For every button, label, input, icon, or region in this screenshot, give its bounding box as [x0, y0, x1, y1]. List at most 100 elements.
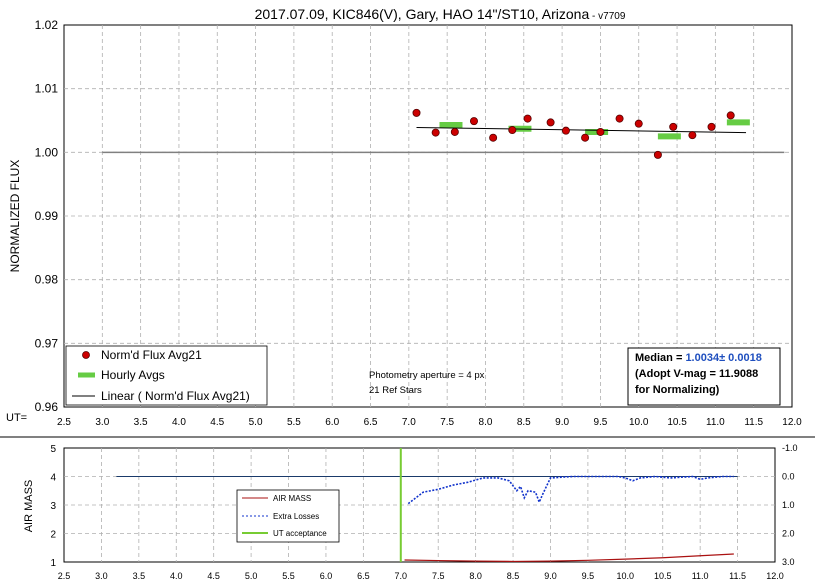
- flux-point: [469, 117, 478, 126]
- bottom-x-tick-label: 5.0: [245, 571, 258, 581]
- flux-point: [561, 126, 570, 135]
- bottom-x-tick-label: 8.5: [507, 571, 520, 581]
- top-y-tick-labels: 0.96 0.97 0.98 0.99 1.00 1.01 1.02: [35, 18, 59, 414]
- bottom-x-tick-label: 3.5: [133, 571, 146, 581]
- bottom-x-tick-label: 6.0: [320, 571, 333, 581]
- bottom-y-tick-label: 4: [50, 473, 56, 484]
- chart-title-suffix: - v7709: [589, 11, 626, 22]
- bottom-y2-tick-label: 1.0: [782, 500, 795, 510]
- legend-extra-losses-label: Extra Losses: [273, 512, 319, 521]
- bottom-x-tick-label: 3.0: [95, 571, 108, 581]
- legend-flux-label: Norm'd Flux Avg21: [101, 348, 202, 362]
- bottom-x-tick-label: 7.0: [395, 571, 408, 581]
- top-x-tick-label: 11.5: [744, 417, 763, 428]
- legend-airmass-label: AIR MASS: [273, 494, 311, 503]
- top-x-tick-label: 5.0: [249, 417, 263, 428]
- median-line-1: Median = 1.0034± 0.0018: [635, 352, 762, 364]
- bottom-x-tick-label: 10.0: [617, 571, 635, 581]
- top-x-tick-label: 6.5: [364, 417, 378, 428]
- bottom-chart: 1 2 3 4 5 3.0 2.0 1.0 0.0 -1.0 2.5 3.0 3.5 4.0 4.5 5.…: [23, 443, 798, 581]
- top-x-tick-label: 8.5: [517, 417, 531, 428]
- bottom-y2-tick-labels: 3.0 2.0 1.0 0.0 -1.0: [782, 443, 798, 567]
- top-y-tick-label: 0.96: [35, 400, 59, 414]
- top-y-axis-label: NORMALIZED FLUX: [8, 160, 22, 273]
- legend-linear-label: Linear ( Norm'd Flux Avg21): [101, 389, 250, 403]
- bottom-x-tick-label: 12.0: [766, 571, 784, 581]
- top-x-tick-label: 2.5: [57, 417, 71, 428]
- top-x-tick-label: 4.5: [210, 417, 224, 428]
- top-x-tick-label: 3.0: [95, 417, 109, 428]
- flux-point: [669, 122, 678, 131]
- flux-point: [615, 114, 624, 123]
- top-chart: 2017.07.09, KIC846(V), Gary, HAO 14"/ST1…: [6, 6, 802, 428]
- extra-losses-line: [407, 475, 734, 505]
- top-x-tick-label: 9.0: [555, 417, 569, 428]
- flux-point: [707, 122, 716, 131]
- median-line-3: for Normalizing): [635, 384, 720, 396]
- top-x-tick-labels: 2.5 3.0 3.5 4.0 4.5 5.0 5.5 6.0 6.5 7.0 7.5 8.0 8.5 9…: [57, 417, 802, 428]
- top-y-tick-label: 1.01: [35, 82, 59, 96]
- annotation-ref-stars: 21 Ref Stars: [369, 385, 422, 396]
- median-line-2: (Adopt V-mag = 11.9088: [635, 368, 758, 380]
- flux-point: [634, 119, 643, 128]
- flux-point: [489, 133, 498, 142]
- median-label: Median =: [635, 352, 685, 364]
- top-x-tick-label: 3.5: [134, 417, 148, 428]
- bottom-x-tick-label: 8.0: [469, 571, 482, 581]
- flux-point: [653, 150, 662, 159]
- top-x-tick-label: 6.0: [325, 417, 339, 428]
- legend-ut-acceptance-label: UT acceptance: [273, 529, 327, 538]
- bottom-y-axis-label: AIR MASS: [23, 480, 35, 533]
- top-y-tick-label: 1.00: [35, 145, 59, 159]
- flux-point: [596, 127, 605, 136]
- top-x-tick-label: 5.5: [287, 417, 301, 428]
- bottom-y-tick-label: 3: [50, 501, 56, 512]
- flux-point: [508, 126, 517, 135]
- top-series: [102, 108, 785, 159]
- x-axis-prefix: UT=: [6, 412, 27, 424]
- top-x-tick-label: 12.0: [782, 417, 802, 428]
- flux-point: [431, 128, 440, 137]
- flux-point: [450, 127, 459, 136]
- top-x-tick-label: 10.5: [667, 417, 687, 428]
- median-box: Median = 1.0034± 0.0018 (Adopt V-mag = 1…: [627, 347, 781, 406]
- top-y-tick-label: 1.02: [35, 18, 59, 32]
- bottom-legend: AIR MASS Extra Losses UT acceptance: [236, 489, 340, 543]
- bottom-x-tick-label: 6.5: [357, 571, 370, 581]
- flux-point: [412, 108, 421, 117]
- top-y-tick-label: 0.99: [35, 209, 59, 223]
- bottom-y2-tick-label: -1.0: [782, 443, 798, 453]
- top-legend: Norm'd Flux Avg21 Hourly Avgs Linear ( N…: [65, 345, 268, 406]
- top-x-tick-label: 7.0: [402, 417, 416, 428]
- median-box-frame: [627, 347, 781, 406]
- flux-point: [581, 133, 590, 142]
- chart-title: 2017.07.09, KIC846(V), Gary, HAO 14"/ST1…: [255, 6, 626, 22]
- bottom-y-tick-label: 1: [50, 558, 56, 569]
- bottom-y2-tick-label: 2.0: [782, 529, 795, 539]
- legend-flux-marker: [82, 351, 90, 359]
- bottom-x-tick-label: 10.5: [654, 571, 672, 581]
- annotation-aperture: Photometry aperture = 4 px: [369, 370, 485, 381]
- bottom-x-tick-label: 7.5: [432, 571, 445, 581]
- flux-point: [688, 131, 697, 140]
- bottom-x-tick-label: 9.0: [544, 571, 557, 581]
- bottom-series: [116, 448, 738, 563]
- bottom-y-tick-labels: 1 2 3 4 5: [50, 444, 56, 569]
- flux-point: [726, 111, 735, 120]
- bottom-x-tick-label: 11.5: [729, 571, 746, 581]
- top-x-tick-label: 7.5: [440, 417, 454, 428]
- bottom-y-tick-label: 5: [50, 444, 56, 455]
- bottom-x-tick-label: 4.0: [170, 571, 183, 581]
- bottom-x-tick-label: 11.0: [692, 571, 709, 581]
- top-legend-box: [65, 345, 268, 406]
- bottom-x-tick-label: 4.5: [207, 571, 220, 581]
- legend-hourly-label: Hourly Avgs: [101, 368, 165, 382]
- bottom-x-tick-label: 9.5: [582, 571, 595, 581]
- bottom-y2-tick-label: 0.0: [782, 472, 795, 482]
- top-x-tick-label: 10.0: [629, 417, 649, 428]
- top-x-tick-label: 11.0: [706, 417, 725, 428]
- top-y-tick-label: 0.97: [35, 336, 59, 350]
- top-grid: [64, 25, 792, 407]
- bottom-x-tick-labels: 2.5 3.0 3.5 4.0 4.5 5.0 5.5 6.0 6.5 7.0 7.5 8.0 8.5 9…: [58, 571, 784, 581]
